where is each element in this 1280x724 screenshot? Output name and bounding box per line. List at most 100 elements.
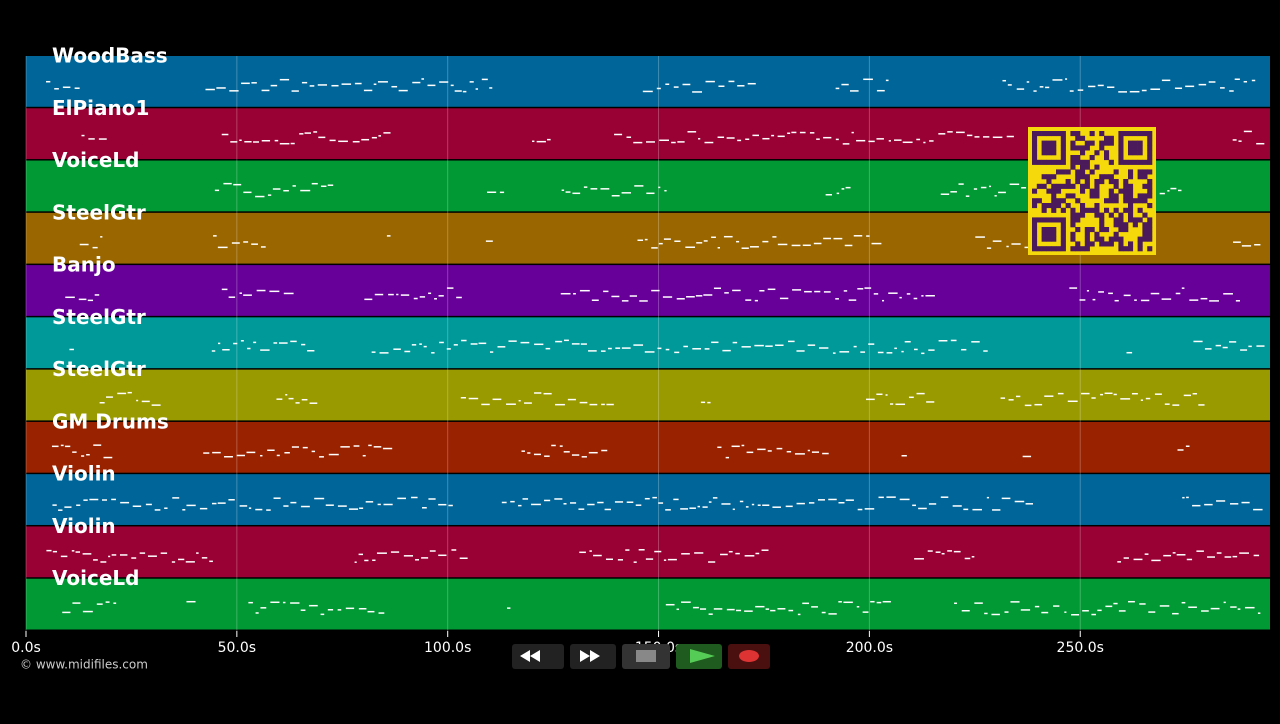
qr-module [1075,198,1081,204]
qr-module [1094,164,1100,170]
note [1139,603,1146,605]
notes [46,78,1265,616]
qr-module [1147,231,1153,237]
note [747,82,756,85]
track-name: Violin [52,514,116,538]
note [1004,611,1009,613]
note [111,554,117,556]
qr-module [1046,145,1052,151]
qr-module [1060,217,1066,223]
note [792,289,802,291]
note [1186,558,1193,561]
note [1006,245,1009,248]
qr-module [1046,174,1052,180]
note [64,445,71,448]
note [270,84,278,87]
note [396,293,399,296]
note [253,141,260,143]
note [108,555,111,558]
note [665,348,670,351]
qr-module [1113,222,1119,228]
note [791,244,801,247]
note [545,347,551,350]
note [79,243,89,246]
note [320,185,327,188]
track-labels: WoodBass ElPiano1 VoiceLd SteelGtr Banjo Stee… [52,44,169,591]
qr-module [1123,222,1129,228]
note [1204,503,1213,506]
note [713,287,722,290]
qr-module [1099,212,1105,218]
qr-module [1118,222,1124,228]
note [819,347,829,349]
note [481,78,488,81]
qr-module [1094,150,1100,156]
qr-module [1032,198,1038,204]
qr-module [1104,150,1110,156]
qr-module [1142,212,1148,218]
note [423,345,427,348]
qr-module [1060,241,1066,247]
note [239,292,242,294]
note [1097,609,1102,612]
note [1239,552,1249,554]
note [223,182,232,185]
qr-module [1142,193,1148,199]
note [1098,291,1104,293]
note [866,235,870,237]
note [1237,608,1241,610]
note [1185,445,1190,447]
note [276,398,283,400]
qr-module [1147,150,1153,156]
note [1229,90,1234,92]
note [359,507,364,509]
note [723,235,733,238]
qr-module [1147,203,1153,209]
note [580,343,587,345]
qr-module [1056,198,1062,204]
note [822,452,829,455]
note [1134,299,1137,301]
note [1192,392,1197,395]
note [1230,606,1237,608]
qr-module [1142,183,1148,189]
note [772,506,781,508]
note [1100,393,1103,396]
note [521,450,525,452]
note [438,295,444,297]
note [950,339,957,342]
note [551,444,556,447]
note [291,90,299,92]
qr-module [1147,183,1153,189]
note [765,608,770,610]
note [617,559,624,561]
qr-module [1147,188,1153,194]
note [132,505,142,508]
note [246,451,256,454]
qr-module [1065,193,1071,199]
qr-module [1065,169,1071,175]
qr-module [1099,217,1105,223]
note [1176,554,1186,556]
qr-module [1041,140,1047,146]
note [629,295,638,297]
note [214,189,220,192]
qr-module [1132,150,1138,156]
note [273,497,281,499]
qr-module [1123,179,1129,185]
qr-module [1036,198,1042,204]
qr-module [1147,179,1153,185]
note [882,600,891,603]
note [912,504,917,507]
note [833,237,843,240]
note [765,345,773,347]
qr-module [1032,150,1038,156]
note [451,549,457,551]
qr-module [1142,131,1148,137]
qr-module [1132,159,1138,165]
qr-module [1118,246,1124,252]
note [703,240,708,242]
note [1150,292,1160,295]
note [1041,611,1049,614]
